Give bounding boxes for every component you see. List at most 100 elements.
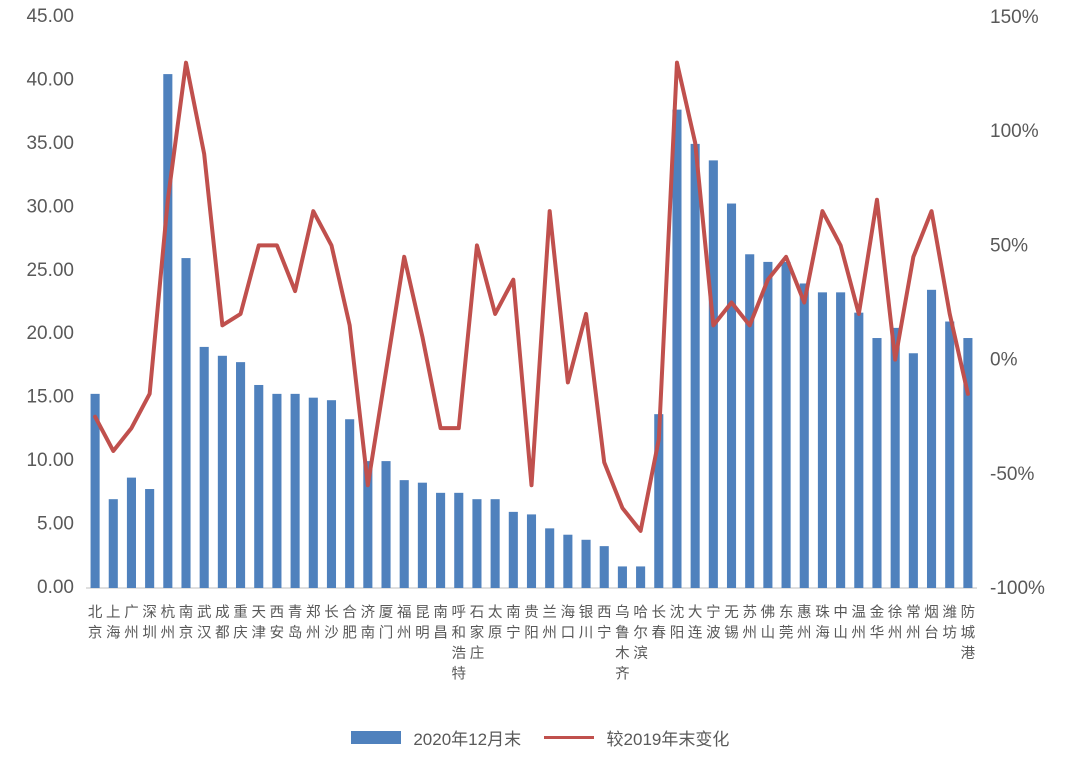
svg-text:天: 天 [251,605,266,621]
svg-text:0.00: 0.00 [37,577,74,598]
svg-text:阳: 阳 [524,625,539,642]
svg-text:京: 京 [88,625,103,642]
svg-text:0%: 0% [990,350,1018,371]
svg-text:莞: 莞 [779,625,794,642]
svg-text:岛: 岛 [288,625,303,642]
svg-text:西: 西 [270,605,285,621]
svg-text:滨: 滨 [633,645,648,662]
svg-text:尔: 尔 [633,625,648,642]
svg-text:重: 重 [233,604,248,621]
svg-text:沈: 沈 [670,604,685,621]
svg-text:武: 武 [197,604,212,621]
svg-text:合: 合 [342,604,357,621]
svg-text:沙: 沙 [324,626,339,642]
svg-text:厦: 厦 [379,605,394,621]
svg-text:石: 石 [470,605,485,621]
svg-text:州: 州 [906,626,921,642]
svg-text:-50%: -50% [990,464,1034,485]
svg-text:常: 常 [906,604,921,621]
svg-text:春: 春 [652,625,667,642]
svg-text:福: 福 [397,604,412,621]
svg-text:鲁: 鲁 [615,625,630,642]
svg-text:20.00: 20.00 [26,323,74,344]
svg-text:乌: 乌 [615,604,630,621]
svg-text:州: 州 [124,626,139,642]
svg-text:台: 台 [924,625,939,642]
svg-text:哈: 哈 [633,604,648,621]
svg-text:山: 山 [833,625,848,642]
svg-text:兰: 兰 [542,604,557,621]
svg-text:门: 门 [379,625,394,642]
svg-text:州: 州 [306,626,321,642]
svg-text:100%: 100% [990,121,1039,142]
svg-text:津: 津 [251,625,266,642]
svg-text:上: 上 [106,604,121,621]
svg-text:港: 港 [961,645,976,662]
svg-text:州: 州 [742,626,757,642]
svg-text:成: 成 [215,604,230,621]
svg-text:城: 城 [961,625,976,642]
svg-text:南: 南 [361,625,376,642]
svg-text:南: 南 [433,604,448,621]
svg-text:呼: 呼 [452,604,467,621]
svg-text:长: 长 [324,604,339,621]
svg-text:坊: 坊 [942,625,957,642]
svg-text:温: 温 [852,604,867,621]
svg-text:25.00: 25.00 [26,260,74,281]
svg-text:州: 州 [797,626,812,642]
svg-text:州: 州 [542,626,557,642]
svg-text:宁: 宁 [706,604,721,621]
svg-text:佛: 佛 [761,604,776,621]
svg-text:东: 东 [779,604,794,621]
svg-text:防: 防 [961,604,976,621]
svg-text:昆: 昆 [415,605,430,621]
svg-text:杭: 杭 [161,604,176,621]
svg-text:波: 波 [706,625,721,642]
svg-text:汉: 汉 [197,625,212,642]
svg-text:烟: 烟 [924,604,939,621]
svg-text:州: 州 [397,626,412,642]
svg-text:圳: 圳 [142,625,157,642]
svg-text:宁: 宁 [506,625,521,642]
svg-text:安: 安 [270,625,285,642]
svg-text:济: 济 [361,604,376,621]
svg-text:昌: 昌 [433,626,448,642]
svg-text:惠: 惠 [797,604,812,621]
svg-text:连: 连 [688,625,703,642]
svg-text:金: 金 [870,604,885,621]
svg-text:中: 中 [833,604,848,621]
svg-text:北: 北 [88,604,103,621]
svg-text:南: 南 [179,604,194,621]
svg-text:广: 广 [124,604,139,621]
svg-text:齐: 齐 [615,666,630,683]
svg-text:贵: 贵 [524,604,539,621]
svg-text:宁: 宁 [597,625,612,642]
svg-text:特: 特 [452,666,467,683]
svg-text:原: 原 [488,626,503,642]
svg-text:海: 海 [106,625,121,642]
svg-text:潍: 潍 [942,604,957,621]
svg-text:山: 山 [761,625,776,642]
svg-text:150%: 150% [990,7,1039,28]
svg-text:珠: 珠 [815,604,830,621]
svg-text:太: 太 [488,604,503,621]
svg-text:50%: 50% [990,235,1028,256]
svg-text:口: 口 [561,626,576,642]
svg-text:35.00: 35.00 [26,133,74,154]
svg-text:海: 海 [815,625,830,642]
svg-text:家: 家 [470,625,485,642]
svg-text:30.00: 30.00 [26,196,74,217]
svg-text:州: 州 [161,626,176,642]
svg-text:西: 西 [597,605,612,621]
svg-text:深: 深 [142,604,157,621]
svg-text:无: 无 [724,605,739,621]
svg-text:10.00: 10.00 [26,450,74,471]
svg-text:苏: 苏 [742,604,757,621]
svg-text:明: 明 [415,626,430,642]
svg-text:40.00: 40.00 [26,69,74,90]
svg-text:京: 京 [179,625,194,642]
svg-text:木: 木 [615,645,630,662]
svg-text:庄: 庄 [470,644,485,662]
svg-text:州: 州 [888,626,903,642]
svg-text:和: 和 [452,625,467,642]
